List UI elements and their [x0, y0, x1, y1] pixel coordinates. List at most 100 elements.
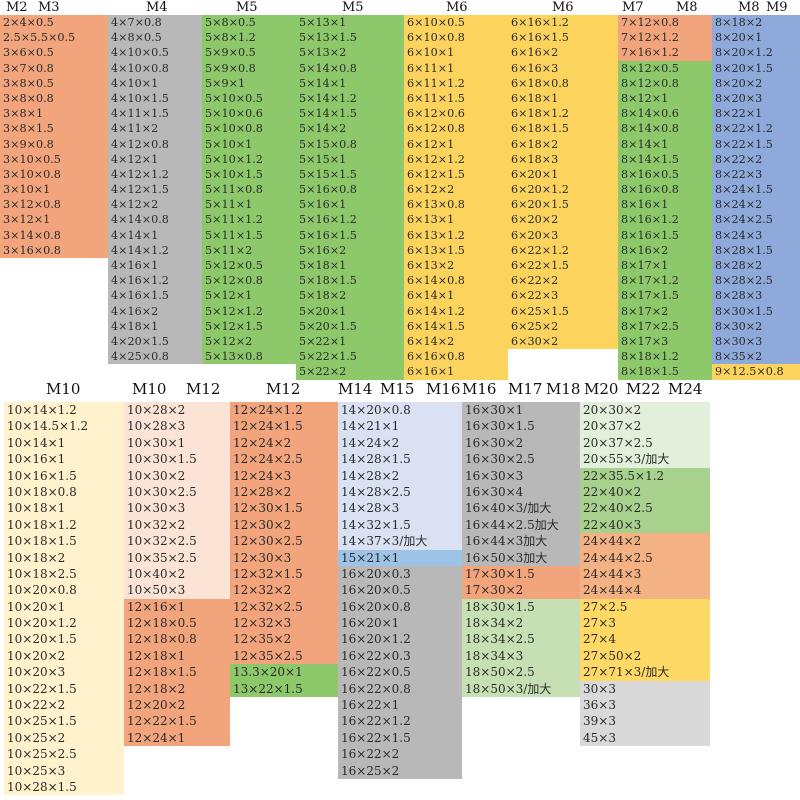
- size-cell: 8×14×1: [618, 136, 712, 152]
- size-cell: 6×12×1: [404, 136, 508, 152]
- size-cell: 22×40×3: [580, 516, 710, 534]
- size-cell: 16×22×0.5: [338, 664, 462, 681]
- size-cell: 8×28×2: [712, 258, 800, 274]
- size-cell: 6×13×2: [404, 258, 508, 274]
- size-cell: 8×18×1.2: [618, 349, 712, 365]
- size-cell: 20×30×2: [580, 402, 710, 419]
- size-cell: 8×30×3: [712, 333, 800, 350]
- size-cell: 5×8×1.2: [202, 30, 296, 46]
- size-cell: 5×10×0.6: [202, 106, 296, 122]
- size-cell: 24×44×2.5: [580, 549, 710, 566]
- size-cell: 10×18×0.8: [4, 483, 124, 501]
- size-cell: 6×22×1.2: [508, 242, 618, 258]
- size-cell: 4×20×1.5: [108, 333, 202, 350]
- size-cell: 6×11×1.5: [404, 90, 508, 107]
- size-cell: 4×25×0.8: [108, 349, 202, 365]
- size-cell: 3×8×1.5: [0, 121, 108, 137]
- size-cell: 12×24×2: [230, 434, 338, 452]
- size-cell: 5×14×1.5: [296, 106, 404, 122]
- size-cell: 16×44×3加大: [462, 533, 580, 550]
- size-cell: 16×22×1.2: [338, 713, 462, 730]
- size-cell: 10×20×2: [4, 647, 124, 665]
- size-cell: 8×28×3: [712, 288, 800, 304]
- size-cell: 5×22×2: [296, 364, 404, 380]
- size-cell: 8×17×2.5: [618, 318, 712, 334]
- size-cell: 8×20×1.5: [712, 60, 800, 76]
- size-cell: 12×32×2: [230, 582, 338, 599]
- size-cell: 6×22×1.5: [508, 258, 618, 274]
- size-cell: 3×16×0.8: [0, 242, 108, 258]
- size-cell: 8×14×0.6: [618, 106, 712, 122]
- size-cell: 6×16×1: [404, 364, 508, 380]
- size-cell: 10×18×1.2: [4, 516, 124, 534]
- size-cell: 10×22×1.5: [4, 680, 124, 698]
- size-cell: 3×7×0.8: [0, 60, 108, 76]
- size-cell: 10×14×1.2: [4, 402, 124, 419]
- size-cell: 12×35×2.5: [230, 647, 338, 665]
- size-cell: 3×14×0.8: [0, 227, 108, 243]
- size-cell: 8×22×1: [712, 106, 800, 122]
- size-cell: 10×14.5×1.2: [4, 418, 124, 435]
- size-cell: 27×3: [580, 615, 710, 632]
- size-cell: 22×35.5×1.2: [580, 467, 710, 484]
- size-cell: 14×24×2: [338, 434, 462, 452]
- size-cell: 8×28×1.5: [712, 242, 800, 258]
- size-cell: 5×9×1: [202, 75, 296, 91]
- size-cell: 8×17×1: [618, 258, 712, 274]
- size-cell: 6×18×1.5: [508, 121, 618, 137]
- size-cell: 4×14×0.8: [108, 212, 202, 228]
- size-cell: 8×16×0.5: [618, 166, 712, 183]
- size-cell: 16×30×2.5: [462, 451, 580, 468]
- size-cell: 6×14×1.2: [404, 303, 508, 319]
- size-cell: 45×3: [580, 729, 710, 747]
- size-cell: 6×14×0.8: [404, 273, 508, 289]
- size-cell: 6×14×2: [404, 333, 508, 350]
- size-cell: 5×13×0.8: [202, 349, 296, 365]
- size-column: 6×10×0.5 6×10×0.8 6×10×1 6×11×1 6×11×1.2 6×11…: [404, 15, 508, 380]
- size-cell: 4×12×1.2: [108, 166, 202, 183]
- size-cell: 4×10×1.5: [108, 90, 202, 107]
- size-cell: 12×18×0.5: [124, 615, 230, 632]
- size-cell: 5×14×2: [296, 121, 404, 137]
- size-cell: 18×34×2: [462, 615, 580, 632]
- size-cell: 8×16×1.5: [618, 227, 712, 243]
- size-cell: 20×37×2: [580, 418, 710, 435]
- size-cell: 5×13×2: [296, 45, 404, 61]
- size-cell: 5×12×1.5: [202, 318, 296, 334]
- size-cell: 6×16×1.2: [508, 15, 618, 31]
- size-column: 10×14×1.2 10×14.5×1.2 10×14×1 10×16×1 10×16×…: [4, 402, 124, 796]
- size-cell: 14×28×2: [338, 467, 462, 484]
- size-cell: 12×24×3: [230, 467, 338, 484]
- column-header: M15: [380, 380, 415, 398]
- size-cell: 4×12×2: [108, 197, 202, 213]
- size-cell: 10×28×2: [124, 402, 230, 419]
- size-column: 5×8×0.5 5×8×1.2 5×9×0.5 5×9×0.8 5×9×1 5×10×0.…: [202, 15, 296, 365]
- size-cell: 3×6×0.5: [0, 45, 108, 61]
- size-cell: 6×30×2: [508, 333, 618, 350]
- size-cell: 6×12×0.8: [404, 121, 508, 137]
- size-cell: 16×20×0.5: [338, 582, 462, 599]
- size-cell: 4×16×1.2: [108, 273, 202, 289]
- size-cell: 5×18×1: [296, 258, 404, 274]
- size-cell: 6×20×2: [508, 212, 618, 228]
- size-cell: 8×16×0.8: [618, 182, 712, 198]
- size-cell: 5×14×1: [296, 75, 404, 91]
- size-cell: 12×18×2: [124, 680, 230, 698]
- size-cell: 8×24×1.5: [712, 182, 800, 198]
- size-cell: 10×30×1: [124, 434, 230, 452]
- size-cell: 6×18×0.8: [508, 75, 618, 91]
- column-header: M8: [676, 0, 698, 15]
- size-cell: 4×12×1: [108, 151, 202, 167]
- size-cell: 6×18×3: [508, 151, 618, 167]
- size-cell: 17×30×1.5: [462, 565, 580, 583]
- column-header: M22: [626, 380, 661, 398]
- size-cell: 10×30×3: [124, 500, 230, 517]
- size-cell: 6×12×0.6: [404, 106, 508, 122]
- size-cell: 5×10×1.2: [202, 151, 296, 167]
- column-header: M5: [236, 0, 258, 15]
- size-cell: 8×22×1.2: [712, 121, 800, 137]
- size-cell: 5×11×2: [202, 242, 296, 258]
- size-cell: 6×20×1: [508, 166, 618, 183]
- size-cell: 16×50×3加大: [462, 549, 580, 566]
- size-cell: 8×17×1.5: [618, 288, 712, 304]
